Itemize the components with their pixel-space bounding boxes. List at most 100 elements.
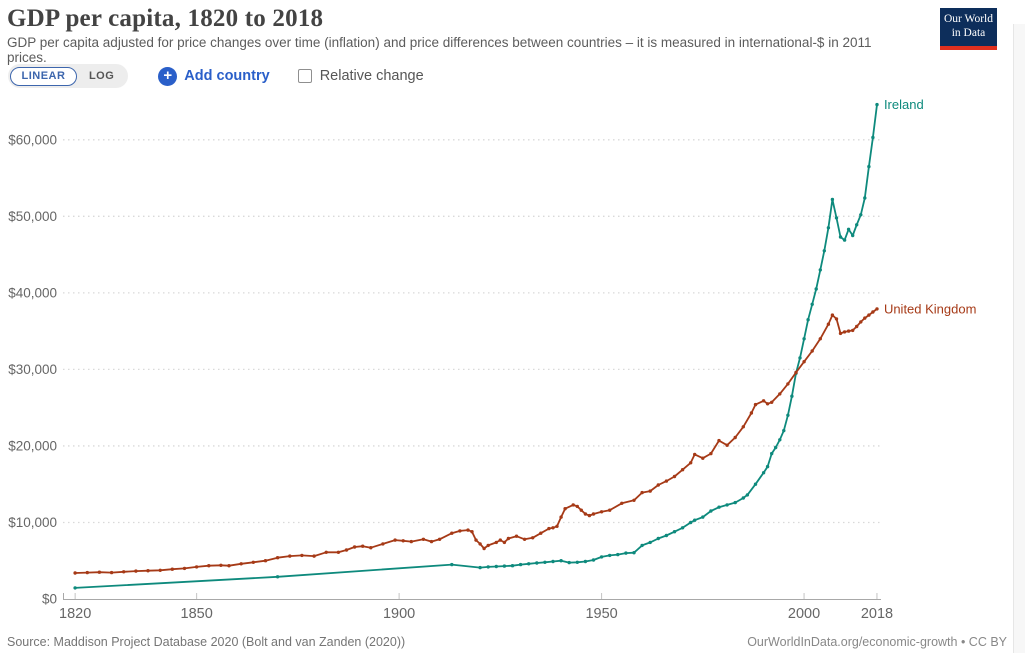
united-kingdom-data-point[interactable] bbox=[85, 570, 90, 575]
united-kingdom-data-point[interactable] bbox=[551, 526, 555, 530]
united-kingdom-data-point[interactable] bbox=[486, 543, 490, 548]
united-kingdom-data-point[interactable] bbox=[733, 435, 737, 440]
united-kingdom-data-point[interactable] bbox=[97, 570, 102, 574]
united-kingdom-data-point[interactable] bbox=[810, 349, 814, 353]
united-kingdom-data-point[interactable] bbox=[498, 538, 502, 542]
united-kingdom-data-point[interactable] bbox=[482, 546, 486, 551]
ireland-data-point[interactable] bbox=[761, 471, 766, 475]
ireland-data-point[interactable] bbox=[518, 562, 523, 567]
united-kingdom-data-point[interactable] bbox=[583, 512, 588, 516]
ireland-data-point[interactable] bbox=[680, 526, 685, 530]
united-kingdom-data-point[interactable] bbox=[393, 538, 397, 542]
scrollbar-track[interactable] bbox=[1013, 24, 1025, 653]
united-kingdom-data-point[interactable] bbox=[846, 329, 851, 333]
united-kingdom-data-point[interactable] bbox=[514, 534, 519, 538]
ireland-data-point[interactable] bbox=[778, 438, 782, 442]
united-kingdom-data-point[interactable] bbox=[401, 539, 405, 543]
ireland-data-point[interactable] bbox=[774, 445, 778, 450]
united-kingdom-data-point[interactable] bbox=[599, 510, 604, 514]
united-kingdom-data-point[interactable] bbox=[207, 564, 211, 568]
united-kingdom-data-point[interactable] bbox=[656, 483, 660, 487]
united-kingdom-data-point[interactable] bbox=[494, 540, 498, 545]
united-kingdom-data-point[interactable] bbox=[648, 489, 652, 493]
ireland-data-point[interactable] bbox=[830, 197, 835, 202]
ireland-data-point[interactable] bbox=[275, 575, 280, 579]
united-kingdom-data-point[interactable] bbox=[842, 330, 847, 334]
united-kingdom-data-point[interactable] bbox=[344, 548, 349, 552]
united-kingdom-data-point[interactable] bbox=[689, 461, 693, 465]
add-country-button[interactable]: + Add country bbox=[158, 66, 270, 86]
united-kingdom-data-point[interactable] bbox=[158, 568, 162, 572]
united-kingdom-data-point[interactable] bbox=[608, 508, 612, 512]
ireland-data-point[interactable] bbox=[640, 543, 644, 548]
united-kingdom-data-point[interactable] bbox=[288, 554, 292, 558]
ireland-data-point[interactable] bbox=[551, 559, 555, 564]
united-kingdom-data-point[interactable] bbox=[875, 307, 879, 311]
ireland-data-point[interactable] bbox=[575, 560, 579, 564]
ireland-data-point[interactable] bbox=[664, 533, 669, 538]
united-kingdom-data-point[interactable] bbox=[275, 556, 280, 560]
united-kingdom-data-point[interactable] bbox=[834, 317, 839, 321]
united-kingdom-data-point[interactable] bbox=[263, 559, 268, 563]
ireland-data-point[interactable] bbox=[478, 565, 482, 570]
united-kingdom-data-point[interactable] bbox=[867, 313, 871, 317]
united-kingdom-data-point[interactable] bbox=[478, 542, 482, 546]
united-kingdom-data-point[interactable] bbox=[336, 550, 341, 554]
united-kingdom-data-point[interactable] bbox=[122, 570, 126, 574]
ireland-data-point[interactable] bbox=[798, 356, 802, 360]
relative-change-checkbox[interactable] bbox=[297, 69, 312, 83]
united-kingdom-data-point[interactable] bbox=[429, 539, 434, 544]
ireland-data-point[interactable] bbox=[502, 564, 507, 568]
united-kingdom-data-point[interactable] bbox=[437, 537, 442, 541]
ireland-data-point[interactable] bbox=[494, 564, 498, 569]
united-kingdom-data-point[interactable] bbox=[770, 400, 774, 404]
united-kingdom-data-point[interactable] bbox=[859, 320, 863, 324]
united-kingdom-data-point[interactable] bbox=[717, 438, 721, 443]
ireland-data-point[interactable] bbox=[689, 520, 693, 525]
united-kingdom-data-point[interactable] bbox=[324, 550, 328, 554]
united-kingdom-line-series[interactable] bbox=[75, 308, 878, 574]
united-kingdom-data-point[interactable] bbox=[539, 531, 543, 535]
united-kingdom-data-point[interactable] bbox=[502, 540, 507, 545]
united-kingdom-data-point[interactable] bbox=[571, 503, 575, 507]
united-kingdom-data-point[interactable] bbox=[761, 399, 766, 403]
united-kingdom-data-point[interactable] bbox=[786, 382, 790, 386]
ireland-data-point[interactable] bbox=[709, 509, 713, 513]
ireland-data-point[interactable] bbox=[632, 551, 636, 555]
united-kingdom-data-point[interactable] bbox=[409, 539, 413, 544]
ireland-data-point[interactable] bbox=[826, 226, 831, 230]
ireland-data-point[interactable] bbox=[486, 565, 490, 569]
united-kingdom-data-point[interactable] bbox=[778, 392, 782, 396]
united-kingdom-data-point[interactable] bbox=[312, 554, 316, 558]
united-kingdom-data-point[interactable] bbox=[664, 479, 669, 483]
united-kingdom-data-point[interactable] bbox=[369, 546, 373, 550]
united-kingdom-data-point[interactable] bbox=[765, 402, 770, 406]
ireland-data-point[interactable] bbox=[745, 493, 750, 497]
ireland-series-label[interactable]: Ireland bbox=[884, 97, 924, 112]
ireland-data-point[interactable] bbox=[733, 500, 737, 505]
ireland-data-point[interactable] bbox=[73, 586, 77, 590]
united-kingdom-data-point[interactable] bbox=[194, 565, 199, 569]
ireland-data-point[interactable] bbox=[624, 551, 628, 555]
ireland-data-point[interactable] bbox=[583, 559, 588, 564]
ireland-data-point[interactable] bbox=[450, 562, 454, 567]
ireland-data-point[interactable] bbox=[806, 318, 810, 322]
united-kingdom-data-point[interactable] bbox=[450, 531, 454, 535]
united-kingdom-data-point[interactable] bbox=[381, 542, 385, 546]
ireland-data-point[interactable] bbox=[871, 135, 875, 140]
relative-change-toggle[interactable]: Relative change bbox=[297, 68, 424, 84]
united-kingdom-data-point[interactable] bbox=[701, 456, 705, 460]
ireland-data-point[interactable] bbox=[741, 496, 745, 500]
united-kingdom-data-point[interactable] bbox=[146, 569, 150, 573]
ireland-data-point[interactable] bbox=[842, 238, 847, 242]
ireland-data-point[interactable] bbox=[608, 553, 612, 558]
ireland-data-point[interactable] bbox=[616, 552, 620, 557]
united-kingdom-data-point[interactable] bbox=[352, 545, 357, 549]
united-kingdom-data-point[interactable] bbox=[855, 324, 859, 329]
united-kingdom-data-point[interactable] bbox=[680, 468, 685, 472]
united-kingdom-data-point[interactable] bbox=[300, 553, 304, 558]
united-kingdom-data-point[interactable] bbox=[182, 566, 187, 571]
ireland-data-point[interactable] bbox=[786, 413, 790, 417]
log-scale-button[interactable]: LOG bbox=[88, 70, 115, 82]
united-kingdom-data-point[interactable] bbox=[531, 536, 535, 540]
